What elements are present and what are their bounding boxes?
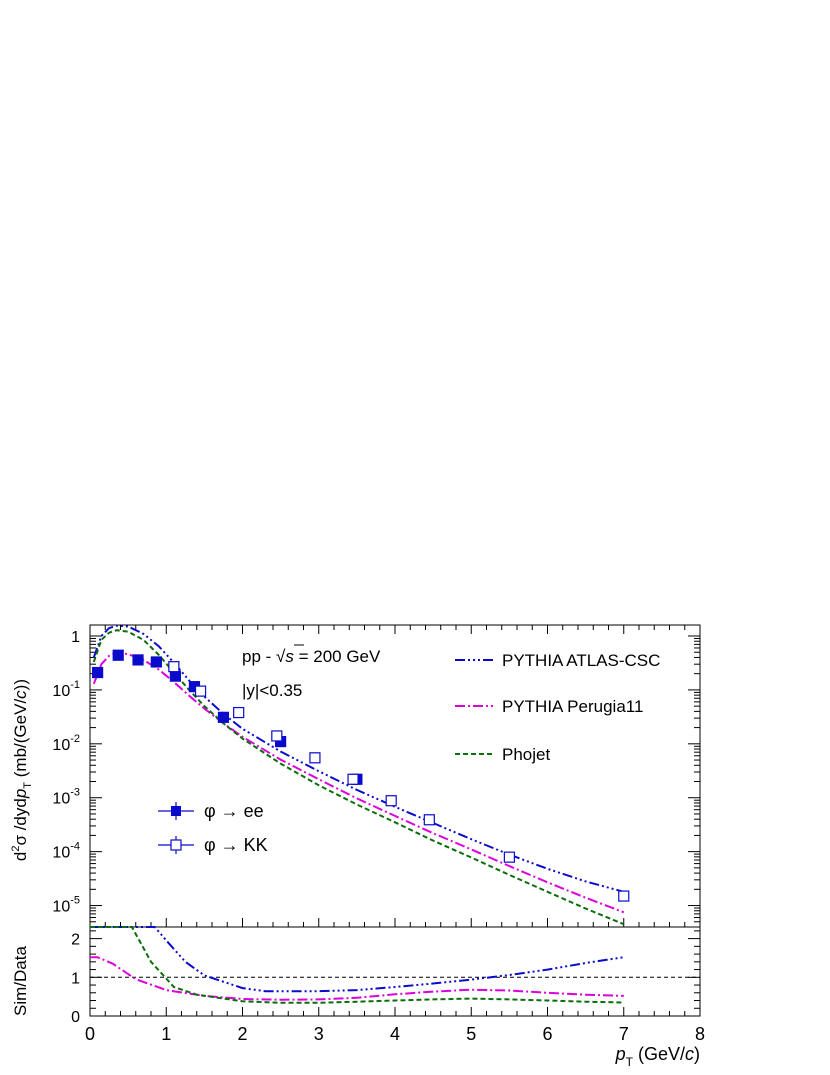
top-y-tick-label: 1 <box>71 629 80 646</box>
legend-atlas-label: PYTHIA ATLAS-CSC <box>502 651 660 670</box>
energy-post: = 200 GeV <box>294 647 381 666</box>
ylabel-sup: 2 <box>10 846 22 852</box>
legend-kk-marker <box>170 839 182 851</box>
top-panel: 10-510-410-310-210-11 d2σ /dydpT (mb/(Ge… <box>10 624 701 928</box>
top-panel-curves <box>92 624 625 926</box>
legend-data: φ → ee φ → KK <box>158 801 268 855</box>
top-panel-markers <box>92 649 630 902</box>
top-panel-frame <box>89 624 701 928</box>
x-tick-label: 7 <box>619 1024 629 1044</box>
tick-mantissa: 10 <box>52 737 70 754</box>
top-y-axis-label: d2σ /dydpT (mb/(GeV/c)) <box>10 679 34 861</box>
curve-pythia-perugia11 <box>92 651 625 914</box>
marker-phi-kk <box>309 752 321 764</box>
top-panel-ticks <box>89 625 701 928</box>
marker-phi-ee <box>112 649 124 661</box>
tick-exponent: -1 <box>70 679 80 691</box>
tick-mantissa: 1 <box>71 629 80 646</box>
top-y-tick-label: 10-2 <box>52 733 80 754</box>
ylabel-sub: T <box>22 782 34 789</box>
legend-ee-label: φ → ee <box>204 801 264 821</box>
legend-atlas-entry: PYTHIA ATLAS-CSC <box>455 651 660 670</box>
legend-ee-marker <box>171 806 181 816</box>
marker-phi-ee <box>169 670 181 682</box>
ylabel-post: (mb/(GeV/ <box>11 699 30 782</box>
ylabel-mid: /dyd <box>11 798 30 835</box>
marker-phi-kk <box>194 685 207 697</box>
ratio-phojet <box>90 926 624 1004</box>
top-y-tick-label: 10-1 <box>52 679 80 700</box>
tick-exponent: -3 <box>70 787 80 799</box>
energy-pre: pp - <box>242 647 276 666</box>
legend-kk-label: φ → KK <box>204 835 268 855</box>
tick-exponent: -2 <box>70 733 80 745</box>
x-tick-label: 0 <box>85 1024 95 1044</box>
legend-phojet-label: Phojet <box>502 745 550 764</box>
bottom-panel-tick-labels: 0 1 2 3 4 5 6 7 8 0 1 2 <box>71 932 705 1044</box>
bottom-y-axis-label: Sim/Data <box>11 946 30 1016</box>
rapidity-annotation: |y|<0.35 <box>242 681 302 700</box>
x-axis-label: pT (GeV/c) <box>615 1044 700 1069</box>
x-tick-label: 4 <box>390 1024 400 1044</box>
legend-models: PYTHIA ATLAS-CSC PYTHIA Perugia11 Phojet <box>455 651 660 764</box>
tick-mantissa: 10 <box>52 791 70 808</box>
x-tick-label: 8 <box>695 1024 705 1044</box>
legend-ee-entry: φ → ee <box>158 801 264 821</box>
marker-phi-kk <box>423 814 435 826</box>
xlabel-c: c <box>685 1044 694 1064</box>
tick-exponent: -4 <box>70 841 80 853</box>
marker-phi-kk <box>233 706 245 719</box>
energy-annotation: pp - √s = 200 GeV <box>242 647 381 666</box>
top-panel-y-tick-labels: 10-510-410-310-210-11 <box>52 629 80 916</box>
tick-mantissa: 10 <box>52 683 70 700</box>
x-tick-label: 1 <box>161 1024 171 1044</box>
ylabel-d: d <box>11 852 30 861</box>
tick-mantissa: 10 <box>52 899 70 916</box>
bottom-panel-curves <box>90 926 624 1004</box>
ylabel-c: c <box>11 690 30 699</box>
x-tick-label: 3 <box>314 1024 324 1044</box>
xlabel-post: (GeV/ <box>633 1044 685 1064</box>
marker-phi-ee <box>92 666 104 679</box>
legend-kk-entry: φ → KK <box>158 835 268 855</box>
marker-phi-kk <box>347 773 359 785</box>
marker-phi-kk <box>271 730 283 742</box>
x-tick-label: 6 <box>542 1024 552 1044</box>
marker-phi-ee <box>132 654 144 666</box>
marker-phi-kk <box>385 795 397 807</box>
bottom-panel: 0 1 2 3 4 5 6 7 8 0 1 2 Sim/Data pT (GeV/c) <box>11 926 705 1069</box>
tick-mantissa: 10 <box>52 845 70 862</box>
x-tick-label: 2 <box>237 1024 247 1044</box>
bottom-y-tick-label: 2 <box>71 932 80 949</box>
marker-phi-kk <box>618 890 630 902</box>
legend-perugia-label: PYTHIA Perugia11 <box>502 697 643 716</box>
legend-perugia-entry: PYTHIA Perugia11 <box>455 697 643 716</box>
ylabel-sigma: σ <box>11 835 30 846</box>
marker-phi-ee <box>217 711 230 723</box>
marker-phi-ee <box>150 656 162 668</box>
legend-phojet-entry: Phojet <box>455 745 550 764</box>
bottom-y-tick-label: 1 <box>71 970 80 987</box>
ratio-pythia-perugia11 <box>90 956 624 1001</box>
ylabel-p: p <box>11 789 30 799</box>
energy-sqrt-arg: s <box>285 647 294 666</box>
marker-phi-kk <box>168 661 180 673</box>
ratio-pythia-atlas-csc <box>90 926 624 993</box>
x-tick-label: 5 <box>466 1024 476 1044</box>
top-y-tick-label: 10-3 <box>52 787 80 808</box>
tick-exponent: -5 <box>70 895 80 907</box>
energy-sqrt-symbol: √ <box>276 647 286 666</box>
top-y-tick-label: 10-5 <box>52 895 80 916</box>
xlabel-close: ) <box>694 1044 700 1064</box>
ylabel-close: )) <box>11 679 30 690</box>
bottom-y-tick-label: 0 <box>71 1009 80 1026</box>
xlabel-p: p <box>615 1044 626 1064</box>
xlabel-sub: T <box>626 1055 634 1069</box>
curve-pythia-atlas-csc <box>92 624 625 893</box>
bottom-panel-ticks <box>89 930 701 1017</box>
marker-phi-kk <box>503 851 515 863</box>
top-y-tick-label: 10-4 <box>52 841 80 862</box>
curve-phojet <box>92 629 625 926</box>
